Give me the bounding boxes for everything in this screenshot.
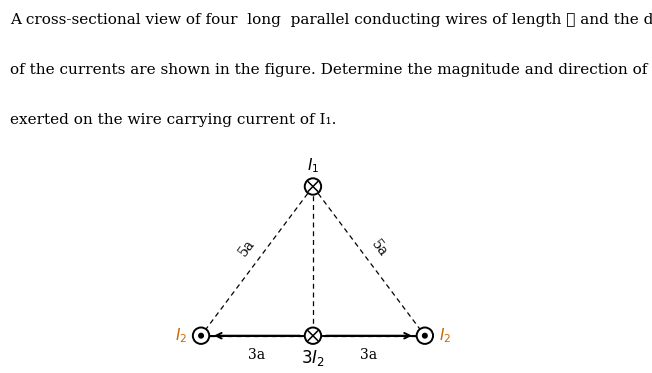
Text: exerted on the wire carrying current of I₁.: exerted on the wire carrying current of … [10, 113, 336, 127]
Text: A cross-sectional view of four  long  parallel conducting wires of length ℓ and : A cross-sectional view of four long para… [10, 13, 652, 26]
Text: 5a: 5a [368, 237, 390, 259]
Circle shape [422, 333, 427, 338]
Text: 3a: 3a [248, 348, 265, 362]
Text: $I_2$: $I_2$ [439, 326, 451, 345]
Circle shape [199, 333, 203, 338]
Circle shape [304, 327, 321, 344]
Text: $I_1$: $I_1$ [307, 157, 319, 175]
Text: $3I_2$: $3I_2$ [301, 348, 325, 369]
Text: 3a: 3a [361, 348, 378, 362]
Circle shape [193, 327, 209, 344]
Circle shape [304, 178, 321, 195]
Circle shape [417, 327, 433, 344]
Text: 5a: 5a [236, 237, 258, 259]
Text: $I_2$: $I_2$ [175, 326, 187, 345]
Text: of the currents are shown in the figure. Determine the magnitude and direction o: of the currents are shown in the figure.… [10, 63, 652, 77]
